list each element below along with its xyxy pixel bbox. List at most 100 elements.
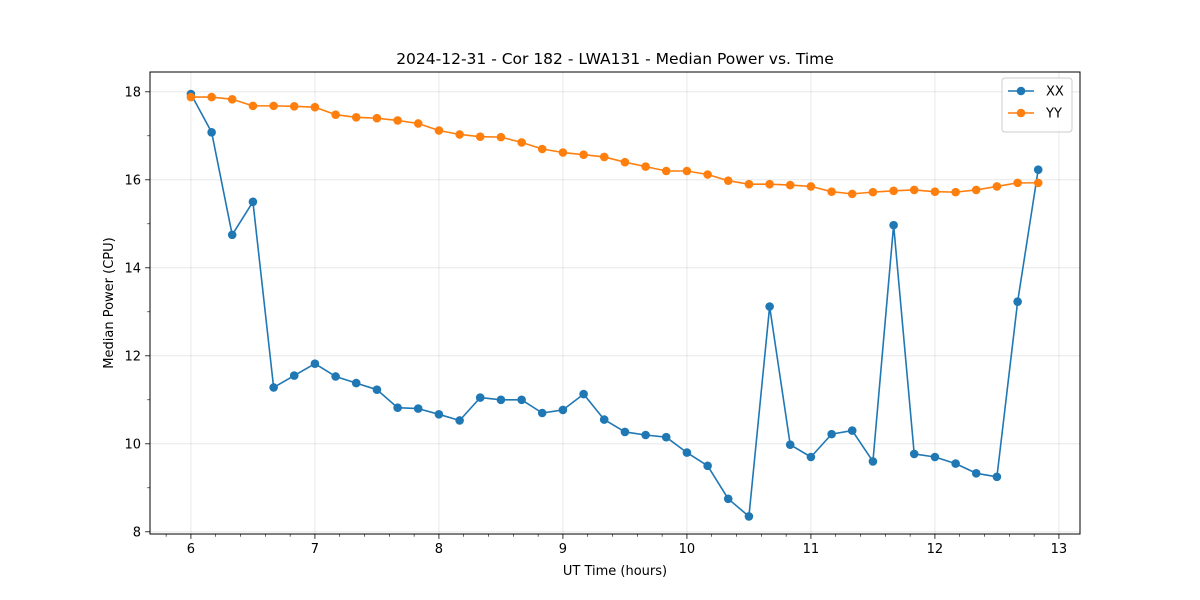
- series-xx-point: [703, 461, 712, 471]
- series-xx-point: [682, 448, 692, 457]
- series-xx-point: [599, 415, 609, 424]
- series-xx-point: [434, 410, 444, 419]
- series-xx-point: [765, 302, 774, 311]
- series-yy-point: [806, 182, 816, 191]
- series-yy-point: [455, 130, 464, 139]
- series-xx-point: [620, 427, 630, 437]
- y-tick-label: 12: [124, 349, 141, 364]
- series-yy-point: [868, 187, 878, 197]
- x-tick-label: 6: [187, 542, 195, 557]
- y-axis-label: Median Power (CPU): [102, 237, 117, 368]
- series-yy-point: [599, 152, 609, 162]
- series-yy-point: [579, 150, 588, 160]
- series-xx-point: [723, 494, 733, 504]
- series-yy-point: [827, 187, 836, 196]
- series-yy-point: [951, 187, 960, 197]
- series-yy-point: [475, 132, 485, 141]
- x-tick-label: 9: [559, 542, 567, 557]
- series-xx-point: [558, 405, 568, 415]
- series-yy-point: [517, 138, 526, 147]
- series-xx-point: [827, 429, 836, 439]
- series-xx-point: [971, 468, 981, 478]
- series-yy-point: [413, 119, 423, 128]
- series-yy-point: [785, 180, 795, 190]
- series-yy-point: [930, 187, 940, 196]
- series-xx-point: [744, 512, 754, 521]
- axis-ticks: 6 7 8 9 10 11 12 13 8 10 12 14 16 18: [124, 85, 1067, 557]
- y-tick-label: 18: [124, 85, 141, 100]
- y-tick-label: 14: [124, 261, 141, 276]
- legend-xx-label: XX: [1046, 85, 1064, 100]
- series-xx-point: [889, 220, 898, 230]
- series-yy-point: [765, 179, 774, 189]
- series-xx-point: [1033, 165, 1043, 174]
- series-yy-point: [847, 189, 857, 199]
- series-yy-point: [723, 176, 733, 185]
- series-xx-point: [868, 457, 878, 466]
- grid-lines: [150, 72, 1080, 534]
- series-yy-point: [186, 92, 196, 102]
- series-yy-point: [909, 185, 919, 195]
- series-yy-point: [661, 166, 671, 176]
- series-xx-point: [393, 403, 402, 413]
- series-xx-point: [455, 416, 464, 425]
- series-xx-point: [806, 452, 816, 462]
- series-xx-point: [269, 383, 278, 392]
- x-axis-label: UT Time (hours): [563, 564, 667, 579]
- legend: XX YY: [1001, 77, 1073, 133]
- series-yy-point: [393, 116, 402, 125]
- series-yy-point: [971, 185, 981, 195]
- series-yy-point: [558, 148, 568, 157]
- series-yy-point: [703, 170, 712, 179]
- series-yy-point: [310, 102, 320, 112]
- series-yy-point: [641, 162, 650, 171]
- x-tick-label: 7: [311, 542, 319, 557]
- series-xx-point: [310, 359, 320, 369]
- series-xx-point: [930, 452, 940, 462]
- series-yy-point: [331, 110, 340, 119]
- series-yy-point: [269, 101, 278, 111]
- series-xx-point: [496, 395, 506, 405]
- series-xx-point: [909, 449, 919, 459]
- series-yy-point: [889, 186, 898, 196]
- y-tick-label: 8: [133, 525, 141, 540]
- series-yy-point: [207, 92, 216, 102]
- series-xx-point: [207, 127, 216, 137]
- series-yy-point: [372, 113, 382, 123]
- series-xx-point: [227, 230, 237, 240]
- series-xx-point: [248, 197, 258, 207]
- x-tick-label: 11: [803, 542, 820, 557]
- x-tick-label: 12: [927, 542, 944, 557]
- series-xx-point: [992, 472, 1002, 482]
- series-xx-point: [537, 408, 547, 418]
- series-xx-point: [351, 378, 361, 388]
- legend-xx-marker: [1016, 86, 1026, 96]
- series-xx-point: [331, 372, 340, 381]
- series-yy-point: [289, 102, 299, 111]
- chart-title: 2024-12-31 - Cor 182 - LWA131 - Median P…: [396, 50, 834, 68]
- series-xx-point: [641, 430, 650, 440]
- series-xx-point: [517, 395, 526, 405]
- plot-frame: [149, 71, 1081, 535]
- x-tick-label: 10: [679, 542, 696, 557]
- legend-yy-label: YY: [1045, 107, 1062, 122]
- series-yy-point: [248, 101, 258, 111]
- series-yy-point: [620, 157, 630, 167]
- series-yy-point: [1033, 178, 1043, 188]
- series-xx-point: [475, 393, 485, 402]
- series-yy-point: [496, 132, 506, 142]
- series-xx-point: [847, 426, 857, 435]
- series-layer: [186, 89, 1043, 521]
- series-xx-point: [661, 432, 671, 442]
- series-yy-point: [351, 113, 361, 122]
- series-yy-point: [744, 179, 754, 189]
- series-yy-point: [682, 166, 692, 176]
- series-yy-point: [1013, 178, 1022, 188]
- series-xx-point: [413, 404, 423, 413]
- series-yy-point: [992, 182, 1002, 191]
- series-yy-point: [537, 144, 547, 154]
- series-xx-point: [951, 459, 960, 468]
- series-xx-point: [579, 389, 588, 399]
